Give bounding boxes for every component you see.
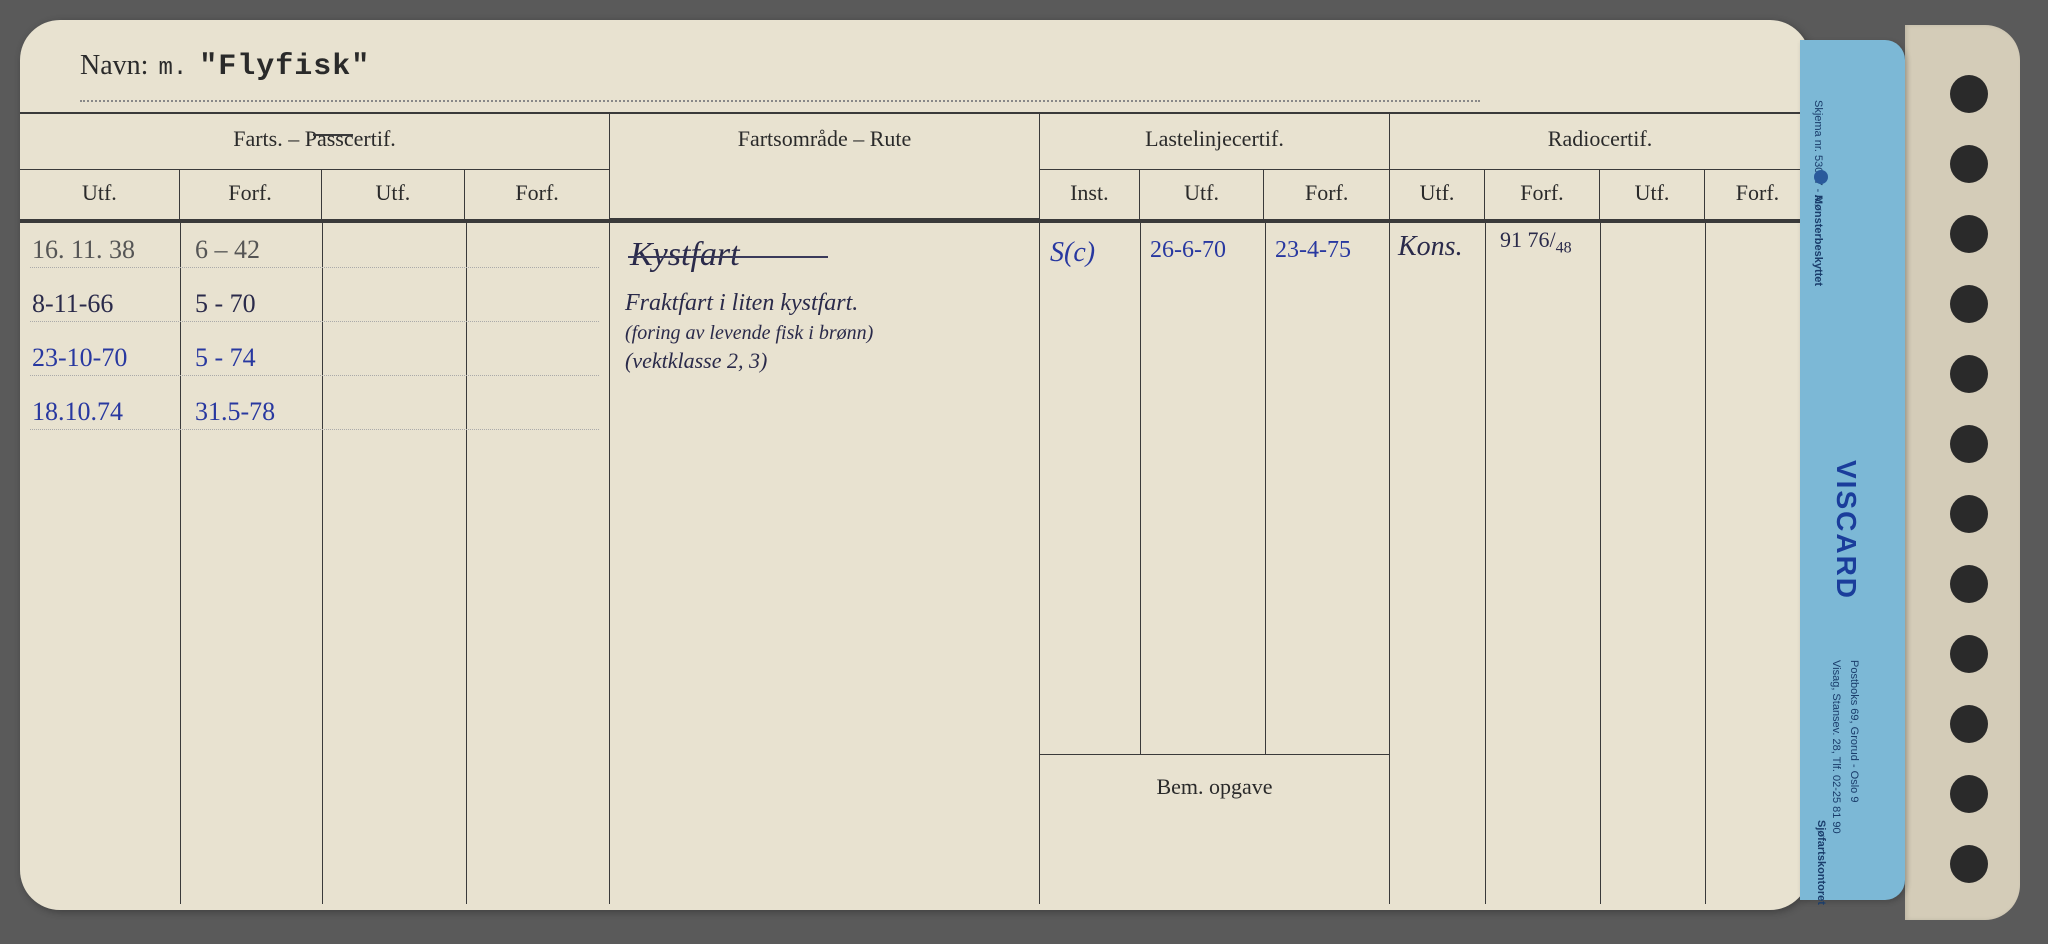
tab-text-address2: Postboks 69, Grorud - Oslo 9 bbox=[1848, 660, 1860, 802]
table-area: Farts. – Passcertif. Utf. Forf. Utf. For… bbox=[20, 114, 1810, 904]
row3-forf: 31.5-78 bbox=[195, 397, 275, 427]
tab-text-address1: Visag, Stansev. 28, Tlf. 02-25 81 90 bbox=[1830, 660, 1842, 834]
row1-utf: 8-11-66 bbox=[32, 289, 113, 319]
index-card: Navn: m. "Flyfisk" Farts. – Passcertif. … bbox=[20, 20, 1810, 910]
tab-text-monster: Mønsterbeskyttet bbox=[1812, 195, 1824, 286]
punch-hole bbox=[1950, 75, 1988, 113]
farts-body: 16. 11. 38 6 – 42 8-11-66 5 - 70 23-10-7… bbox=[20, 223, 609, 903]
punch-hole bbox=[1950, 145, 1988, 183]
row0-forf: 6 – 42 bbox=[195, 235, 260, 265]
card-header: Navn: m. "Flyfisk" bbox=[20, 20, 1810, 114]
frac-top: 91 76 bbox=[1500, 227, 1550, 252]
col-utf: Utf. bbox=[20, 170, 180, 219]
navn-value: "Flyfisk" bbox=[199, 50, 370, 84]
punch-hole bbox=[1950, 775, 1988, 813]
section-farts: Farts. – Passcertif. Utf. Forf. Utf. For… bbox=[20, 114, 610, 904]
radio-forf-top: 91 76/48 bbox=[1500, 227, 1572, 257]
col-utf: Utf. bbox=[1390, 170, 1485, 219]
col-forf2: Forf. bbox=[1705, 170, 1810, 219]
dotted-row bbox=[30, 321, 599, 322]
laste-subheaders: Inst. Utf. Forf. bbox=[1040, 170, 1389, 220]
dotted-row bbox=[30, 429, 599, 430]
punch-hole bbox=[1950, 565, 1988, 603]
radio-body: Kons. 91 76/48 bbox=[1390, 223, 1810, 903]
radio-utf: Kons. bbox=[1398, 231, 1463, 263]
farts-subheaders: Utf. Forf. Utf. Forf. bbox=[20, 170, 609, 220]
col-utf2: Utf. bbox=[1600, 170, 1705, 219]
section-laste: Lastelinjecertif. Inst. Utf. Forf. S(c) … bbox=[1040, 114, 1390, 904]
viscard-logo: VISCARD bbox=[1830, 460, 1862, 600]
punch-hole bbox=[1950, 845, 1988, 883]
rute-spacer bbox=[610, 170, 1039, 220]
punch-hole bbox=[1950, 635, 1988, 673]
navn-label: Navn: bbox=[80, 50, 148, 82]
punch-hole bbox=[1950, 215, 1988, 253]
blue-dot-icon bbox=[1814, 170, 1828, 184]
laste-inst: S(c) bbox=[1050, 237, 1095, 269]
tab-text-skjema: Skjema nr. 53007 - A bbox=[1812, 100, 1824, 202]
laste-title: Lastelinjecertif. bbox=[1040, 114, 1389, 170]
row3-utf: 18.10.74 bbox=[32, 397, 123, 427]
header-dotted-line bbox=[80, 100, 1480, 102]
punch-hole bbox=[1950, 495, 1988, 533]
laste-forf: 23-4-75 bbox=[1275, 237, 1351, 264]
blue-divider-tab: Skjema nr. 53007 - A Mønsterbeskyttet VI… bbox=[1800, 40, 1905, 900]
card-wrapper: Skjema nr. 53007 - A Mønsterbeskyttet VI… bbox=[10, 10, 2030, 930]
laste-utf: 26-6-70 bbox=[1150, 237, 1226, 264]
col-inst: Inst. bbox=[1040, 170, 1140, 219]
col-forf: Forf. bbox=[180, 170, 322, 219]
row1-forf: 5 - 70 bbox=[195, 289, 256, 319]
punch-hole bbox=[1950, 285, 1988, 323]
row0-utf: 16. 11. 38 bbox=[32, 235, 135, 265]
bem-opgave-label: Bem. opgave bbox=[1040, 764, 1389, 810]
strikethrough bbox=[628, 256, 828, 258]
navn-prefix: m. bbox=[158, 55, 187, 82]
section-radio: Radiocertif. Utf. Forf. Utf. Forf. Kons.… bbox=[1390, 114, 1810, 904]
dotted-row bbox=[30, 267, 599, 268]
punch-hole bbox=[1950, 425, 1988, 463]
rute-title: Fartsområde – Rute bbox=[610, 114, 1039, 170]
farts-title: Farts. – Passcertif. bbox=[20, 114, 609, 170]
row2-utf: 23-10-70 bbox=[32, 343, 127, 373]
rute-body: Kystfart Fraktfart i liten kystfart. (fo… bbox=[610, 220, 1039, 900]
rute-line4: (vektklasse 2, 3) bbox=[625, 348, 767, 374]
radio-subheaders: Utf. Forf. Utf. Forf. bbox=[1390, 170, 1810, 220]
rute-line3: (foring av levende fisk i brønn) bbox=[625, 322, 873, 345]
radio-title: Radiocertif. bbox=[1390, 114, 1810, 170]
col-forf: Forf. bbox=[1485, 170, 1600, 219]
pass-strikethrough bbox=[313, 134, 353, 136]
punch-strip bbox=[1905, 25, 2020, 920]
rute-line2: Fraktfart i liten kystfart. bbox=[625, 290, 858, 317]
col-forf2: Forf. bbox=[465, 170, 609, 219]
row2-forf: 5 - 74 bbox=[195, 343, 256, 373]
col-utf: Utf. bbox=[1140, 170, 1265, 219]
col-forf: Forf. bbox=[1264, 170, 1389, 219]
rute-line1: Kystfart bbox=[630, 236, 740, 274]
dotted-row bbox=[30, 375, 599, 376]
tab-text-sjofart: Sjøfartskontoret bbox=[1815, 820, 1827, 905]
section-rute: Fartsområde – Rute Kystfart Fraktfart i … bbox=[610, 114, 1040, 904]
frac-bot: 48 bbox=[1556, 239, 1572, 256]
col-utf2: Utf. bbox=[322, 170, 466, 219]
punch-hole bbox=[1950, 355, 1988, 393]
punch-hole bbox=[1950, 705, 1988, 743]
